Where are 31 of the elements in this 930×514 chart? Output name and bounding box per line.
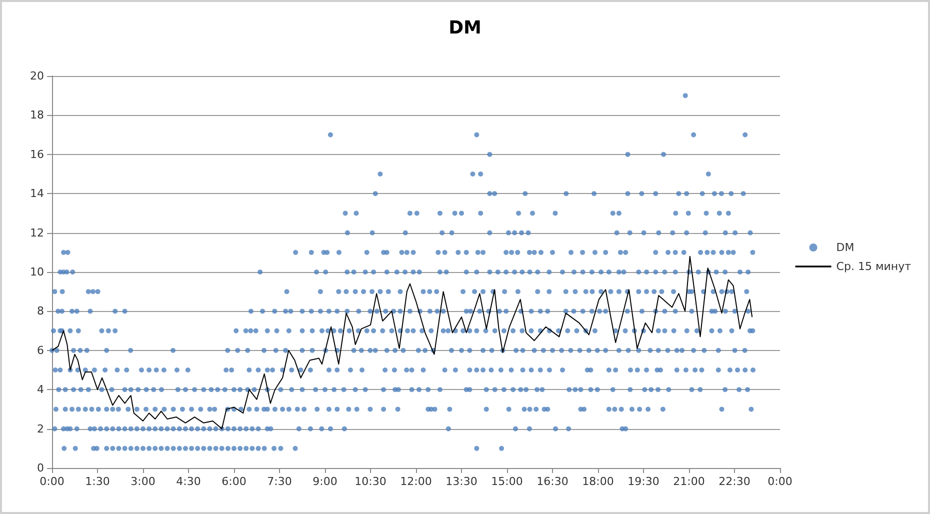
y-tick-label: 2 (37, 422, 44, 436)
x-tick-label: 18:00 (582, 475, 614, 488)
x-tick-label: 21:00 (673, 475, 705, 488)
x-tick-label: 10:30 (354, 475, 386, 488)
x-tick-label: 9:00 (312, 475, 338, 488)
y-tick-label: 6 (37, 344, 44, 357)
y-tick-label: 16 (30, 148, 44, 161)
x-tick-label: 13:30 (446, 475, 478, 488)
x-tick-label: 1:30 (85, 475, 110, 488)
y-tick-label: 0 (37, 462, 44, 474)
x-tick-label: 7:30 (267, 475, 292, 488)
x-tick-label: 3:00 (130, 475, 156, 488)
y-tick-label: 4 (37, 383, 44, 396)
y-tick-label: 14 (30, 187, 44, 200)
x-tick-label: 19:30 (628, 475, 660, 488)
x-tick-label: 16:30 (536, 475, 568, 488)
legend-label: Ср. 15 минут (836, 260, 912, 273)
x-tick-label: 6:00 (222, 475, 246, 488)
x-tick-label: 0:00 (40, 475, 64, 488)
y-tick-label: 8 (37, 304, 44, 318)
y-tick-label: 12 (30, 226, 44, 240)
y-tick-label: 10 (30, 266, 44, 278)
x-tick-label: 0:00 (768, 475, 792, 488)
chart-title: DM (448, 18, 482, 38)
y-tick-label: 18 (30, 108, 44, 122)
x-tick-label: 12:00 (400, 475, 432, 488)
legend-label: DM (836, 241, 854, 254)
x-tick-label: 22:30 (718, 475, 750, 488)
y-tick-label: 20 (30, 70, 44, 82)
x-tick-label: 15:00 (491, 475, 523, 488)
x-tick-label: 4:30 (176, 475, 201, 488)
